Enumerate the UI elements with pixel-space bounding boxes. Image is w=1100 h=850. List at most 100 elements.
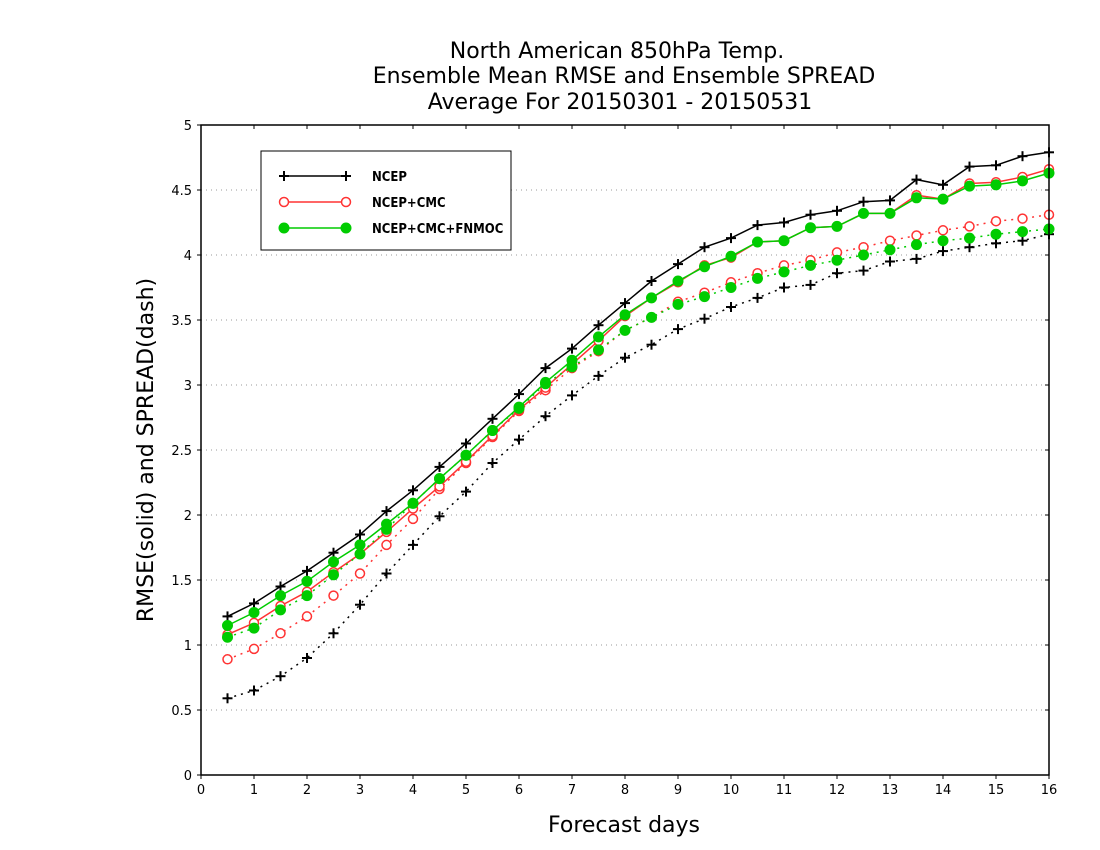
y-axis-label: RMSE(solid) and SPREAD(dash) (134, 278, 159, 622)
y-tick-label-3: 1.5 (171, 574, 192, 589)
series-0-spread-point-14 (593, 370, 604, 381)
series-0-rmse-point-11 (514, 389, 524, 400)
legend-marker-end-1 (340, 196, 352, 208)
x-tick-label-5: 5 (462, 783, 470, 798)
series-0-rmse-point-13 (567, 343, 577, 354)
series-0-rmse-point-14 (593, 320, 604, 331)
series-2-spread-point-20 (752, 272, 763, 284)
x-tick-label-0: 0 (197, 783, 205, 798)
series-0-spread-point-15 (620, 352, 630, 363)
grid (201, 189, 1049, 711)
series-0-spread-point-20 (752, 292, 763, 303)
series-2-rmse-point-10 (487, 425, 498, 436)
series-2-rmse-point-26 (911, 192, 922, 204)
series-2-spread-point-28 (964, 232, 975, 244)
x-tick-label-15: 15 (988, 783, 1005, 798)
series-0-rmse-point-25 (885, 195, 895, 206)
series-2-rmse-point-5 (354, 539, 366, 551)
series-1-spread-point-4 (328, 590, 339, 601)
series-2-rmse-point-21 (778, 235, 790, 247)
series-0-spread-point-23 (832, 268, 842, 279)
series-0-rmse-point-29 (991, 160, 1001, 171)
legend-marker-start-2 (278, 222, 290, 234)
series-0-spread-point-12 (540, 411, 551, 422)
series-0-spread-point-30 (1017, 235, 1028, 246)
series-0-rmse-point-17 (673, 259, 683, 270)
series-1-spread (222, 209, 1055, 665)
series-2-spread-point-24 (858, 249, 869, 261)
y-tick-label-1: 0.5 (171, 704, 192, 719)
series-0-spread-point-21 (779, 282, 789, 293)
series-0-rmse-point-6 (381, 506, 392, 517)
series-0-spread (222, 229, 1054, 704)
series-2-rmse-point-19 (725, 250, 737, 262)
series-0-spread-point-3 (302, 653, 312, 663)
x-axis-label: Forecast days (548, 813, 700, 838)
series-0-rmse-point-16 (646, 276, 657, 286)
series-2-spread-point-4 (328, 569, 339, 581)
series-2-rmse-point-0 (222, 620, 233, 631)
legend-label-1: NCEP+CMC (372, 196, 446, 211)
series-2-rmse-point-24 (858, 207, 869, 219)
legend-marker-end-2 (340, 222, 352, 234)
x-tick-label-11: 11 (776, 783, 793, 798)
series-0-rmse-point-2 (275, 581, 286, 592)
legend: NCEP NCEP+CMC NCEP+CMC+FNMOC (260, 150, 512, 251)
y-tick-label-8: 4 (184, 249, 192, 264)
series-0-spread-point-4 (328, 628, 339, 639)
series-2-rmse-point-14 (593, 331, 604, 343)
series-0-spread-point-25 (885, 256, 895, 267)
series-2-spread-point-16 (646, 311, 657, 323)
x-tick-label-16: 16 (1041, 783, 1058, 798)
y-tick-label-7: 3.5 (171, 314, 192, 329)
series-2-rmse-point-15 (619, 309, 631, 321)
series-0-rmse-point-3 (302, 565, 312, 576)
x-tick-label-6: 6 (515, 783, 523, 798)
y-tick-label-2: 1 (184, 639, 192, 654)
series-0-spread-point-6 (381, 568, 392, 579)
legend-box (260, 150, 512, 251)
x-tick-label-8: 8 (621, 783, 629, 798)
series-0-rmse-point-19 (726, 233, 736, 244)
series-1-spread-point-28 (964, 221, 975, 232)
x-tick-label-10: 10 (723, 783, 740, 798)
series-2-spread-point-15 (619, 324, 631, 336)
series-0-rmse-point-20 (752, 220, 763, 231)
series-0-rmse-point-26 (911, 174, 922, 185)
series-1-spread-point-29 (990, 215, 1002, 227)
series-0-spread-point-10 (487, 458, 498, 468)
title-line-2: Ensemble Mean RMSE and Ensemble SPREAD (373, 64, 876, 89)
series-0-spread-point-2 (275, 671, 286, 682)
series-0-rmse-point-30 (1017, 151, 1028, 162)
series-2-spread-point-14 (593, 344, 604, 356)
series-1-spread-point-3 (301, 611, 313, 622)
series-1-spread-point-0 (222, 654, 233, 665)
series-2-spread-point-3 (301, 590, 313, 602)
series-0-spread-point-7 (408, 539, 418, 550)
series-2-rmse-point-3 (301, 575, 313, 587)
series-0-spread-point-29 (991, 238, 1001, 249)
series-0-rmse-point-22 (805, 209, 816, 220)
x-tick-label-12: 12 (829, 783, 846, 798)
series-0-rmse-point-15 (620, 298, 630, 309)
series-0-rmse-point-21 (779, 217, 789, 228)
series-2-rmse-point-9 (460, 449, 472, 461)
series-2-spread-point-21 (778, 266, 790, 278)
series-1-spread-line (227, 213, 1050, 660)
series-0-spread-point-17 (673, 324, 683, 335)
series-2-rmse-point-8 (434, 473, 445, 485)
series-2-spread-point-1 (248, 622, 260, 634)
series-2-spread-point-19 (725, 282, 737, 293)
series-2-spread-point-23 (831, 254, 843, 266)
series-0-spread-point-5 (355, 599, 365, 610)
series-2-rmse-point-11 (513, 401, 525, 413)
series-0-rmse-point-0 (222, 611, 233, 622)
series-0-spread-point-28 (964, 242, 975, 253)
y-tick-label-10: 5 (184, 119, 192, 134)
series-2-spread-point-25 (884, 244, 896, 256)
series-2-spread-point-17 (672, 298, 684, 310)
series-2-spread-point-26 (911, 239, 922, 251)
series-2-rmse-point-13 (566, 354, 578, 366)
series-1-spread-point-6 (381, 539, 392, 551)
